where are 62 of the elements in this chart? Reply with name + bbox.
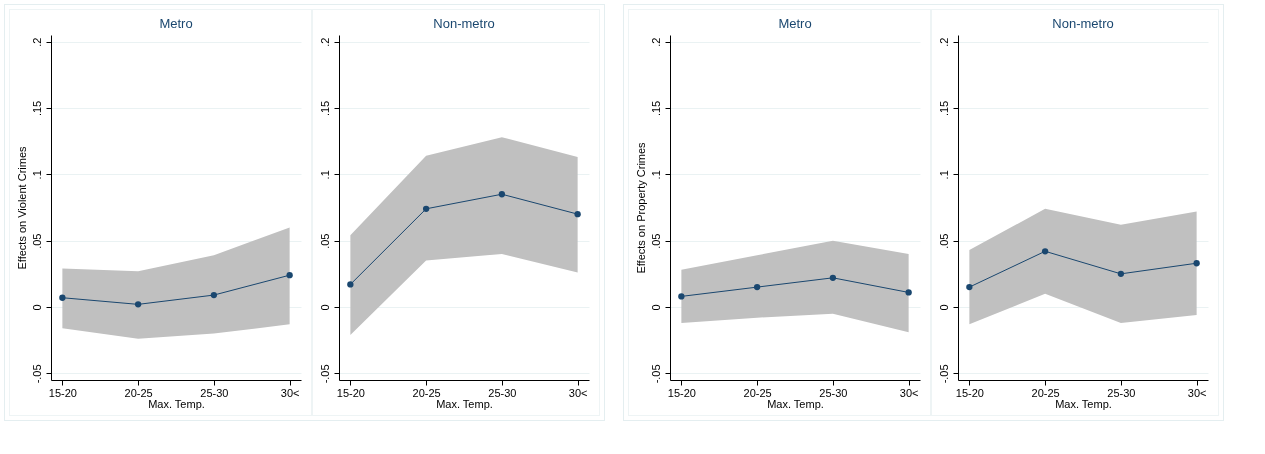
y-tick-label: -.05	[937, 364, 950, 384]
x-tick-label: 15-20	[336, 386, 365, 399]
point	[574, 210, 581, 218]
y-tick-label: .1	[649, 170, 662, 180]
x-tick-label: 30<	[568, 386, 588, 399]
chart-title: Non-metro	[1052, 16, 1114, 31]
x-tick-label: 20-25	[124, 386, 153, 399]
y-tick-label: 0	[649, 304, 662, 311]
x-tick-label: 15-20	[955, 386, 984, 399]
chart-title: Non-metro	[433, 16, 495, 31]
y-tick-label: -.05	[318, 364, 331, 384]
y-tick-label: .2	[318, 37, 331, 47]
x-tick-label: 15-20	[667, 386, 696, 399]
y-tick-label: .2	[30, 37, 43, 47]
y-tick-label: .15	[318, 100, 331, 117]
y-tick-label: 0	[937, 304, 950, 311]
y-tick-label: 0	[318, 304, 331, 311]
x-tick-label: 20-25	[743, 386, 772, 399]
y-axis-title: Effects on Property Crimes	[634, 141, 647, 274]
point	[59, 294, 66, 301]
y-tick-label: .05	[318, 233, 331, 249]
x-tick-label: 30<	[899, 386, 919, 399]
x-axis-title: Max. Temp.	[148, 397, 205, 410]
y-tick-label: .15	[649, 100, 662, 117]
x-tick-label: 25-30	[488, 386, 517, 399]
x-tick-label: 30<	[1187, 386, 1207, 399]
x-tick-label: 30<	[280, 386, 300, 399]
point	[1193, 260, 1200, 267]
point	[347, 281, 354, 288]
x-tick-label: 20-25	[412, 386, 441, 399]
y-tick-label: .1	[30, 170, 43, 180]
x-tick-label: 15-20	[48, 386, 77, 399]
point	[1117, 270, 1125, 277]
x-tick-label: 25-30	[200, 386, 229, 399]
x-tick-label: 25-30	[819, 386, 848, 399]
y-tick-label: .05	[30, 233, 43, 249]
y-tick-label: .15	[30, 100, 43, 117]
x-tick-label: 20-25	[1031, 386, 1060, 399]
point	[286, 272, 293, 279]
point	[1041, 248, 1049, 255]
y-tick-label: .1	[937, 170, 950, 180]
y-axis-title: Effects on Violent Crimes	[15, 145, 28, 270]
point	[498, 191, 506, 198]
y-tick-label: .05	[937, 233, 950, 249]
y-tick-label: -.05	[649, 364, 662, 384]
y-tick-label: -.05	[30, 364, 43, 384]
x-axis-title: Max. Temp.	[436, 397, 493, 410]
point	[966, 283, 973, 291]
point	[134, 301, 142, 308]
x-tick-label: 25-30	[1107, 386, 1136, 399]
y-tick-label: .1	[318, 170, 331, 180]
y-tick-label: 0	[30, 304, 43, 311]
y-tick-label: .2	[649, 37, 662, 47]
chart-title: Metro	[778, 16, 812, 31]
x-axis-title: Max. Temp.	[1055, 397, 1112, 410]
point	[210, 291, 218, 299]
y-tick-label: .15	[937, 100, 950, 117]
chart-title: Metro	[159, 16, 193, 31]
y-tick-label: .2	[937, 37, 950, 47]
y-tick-label: .05	[649, 233, 662, 249]
x-axis-title: Max. Temp.	[767, 397, 824, 410]
point	[422, 205, 430, 212]
